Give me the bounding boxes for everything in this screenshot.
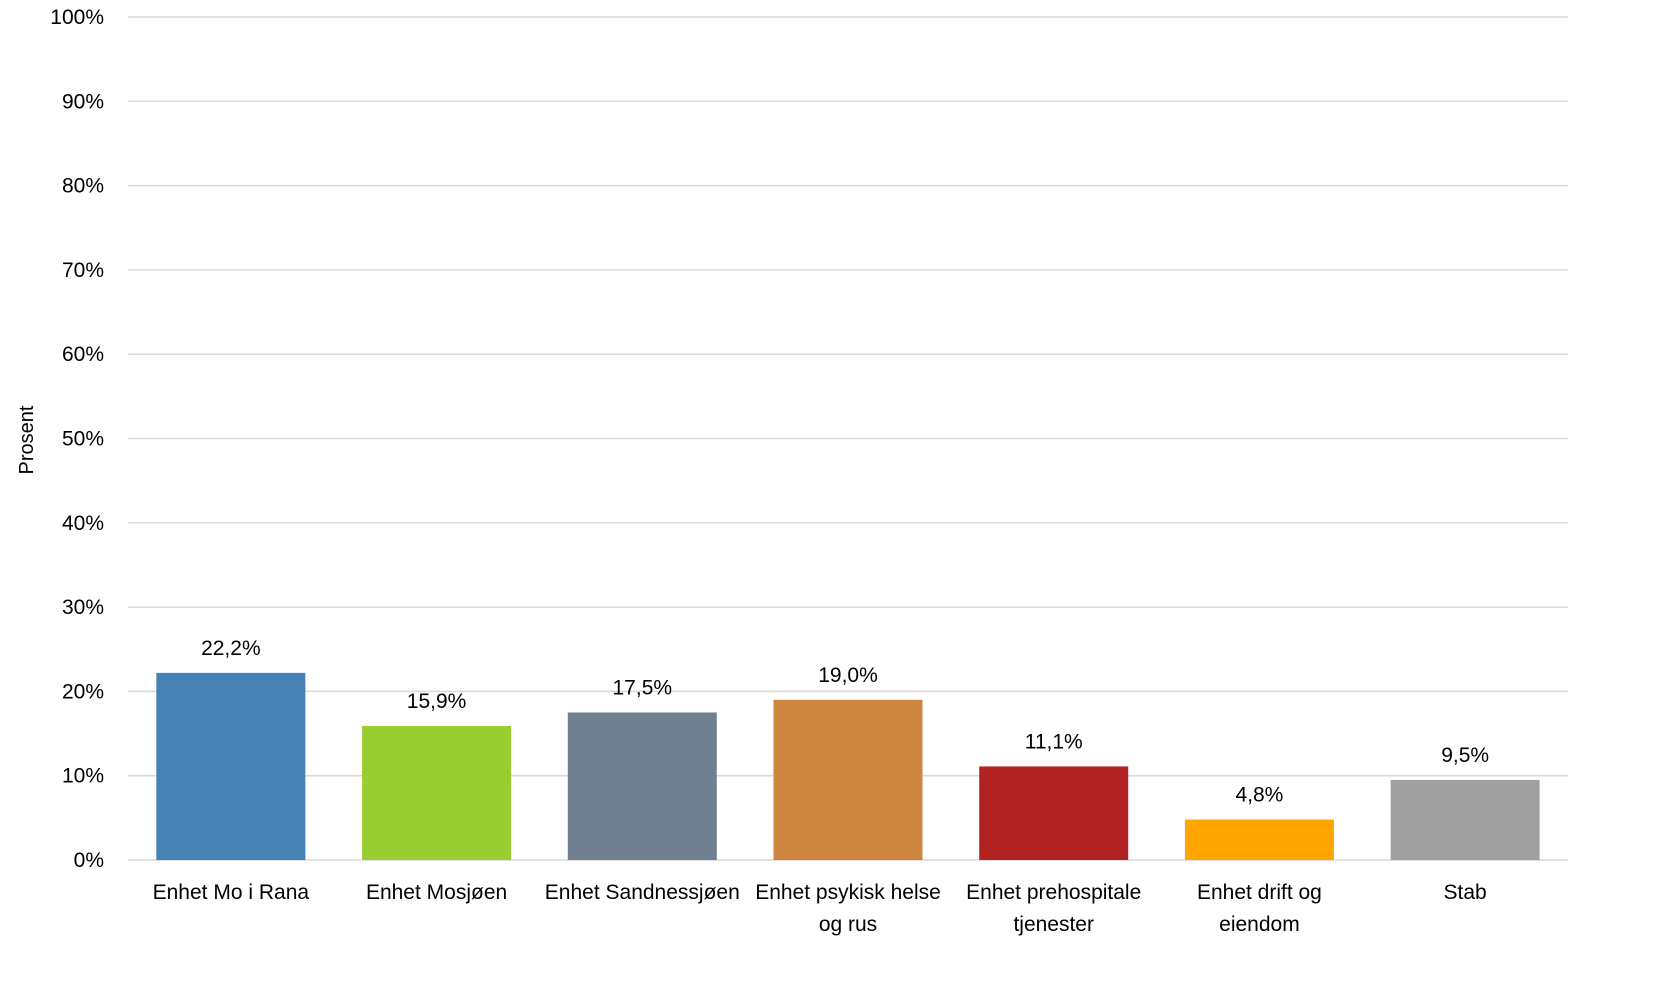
y-tick-label: 30% bbox=[62, 596, 104, 619]
category-label: Enhet Mosjøen bbox=[366, 881, 507, 904]
y-tick-label: 60% bbox=[62, 343, 104, 366]
data-label: 19,0% bbox=[818, 664, 878, 687]
data-label: 9,5% bbox=[1441, 744, 1489, 767]
y-tick-label: 0% bbox=[74, 849, 104, 872]
y-tick-label: 100% bbox=[50, 6, 104, 29]
category-label: tjenester bbox=[1013, 913, 1094, 936]
data-label: 4,8% bbox=[1235, 784, 1283, 807]
bar bbox=[362, 725, 512, 860]
x-axis-categories: Enhet Mo i Rana Enhet Mosjøen Enhet Sandne… bbox=[153, 881, 1487, 936]
category-label: Stab bbox=[1444, 881, 1487, 904]
category-label: Enhet Mo i Rana bbox=[153, 881, 310, 904]
y-tick-label: 80% bbox=[62, 175, 104, 198]
y-axis-title: Prosent bbox=[16, 405, 38, 474]
y-axis-ticks: 0% 10% 20% 30% 40% 50% 60% 70% 80% 90% 100% bbox=[50, 6, 104, 872]
y-tick-label: 90% bbox=[62, 90, 104, 113]
bar bbox=[1184, 819, 1334, 860]
bar bbox=[567, 712, 717, 860]
data-labels: 22,2% 15,9% 17,5% 19,0% 11,1% 4,8% 9,5% bbox=[201, 637, 1489, 807]
data-label: 22,2% bbox=[201, 637, 261, 660]
bar bbox=[1390, 779, 1540, 860]
bar bbox=[979, 766, 1129, 860]
bars bbox=[156, 672, 1540, 860]
y-tick-label: 50% bbox=[62, 428, 104, 451]
y-tick-label: 70% bbox=[62, 259, 104, 282]
data-label: 17,5% bbox=[613, 676, 673, 699]
category-label: Enhet drift og bbox=[1197, 881, 1322, 904]
category-label: Enhet prehospitale bbox=[966, 881, 1141, 904]
y-tick-label: 40% bbox=[62, 512, 104, 535]
data-label: 11,1% bbox=[1025, 730, 1083, 753]
category-label: Enhet Sandnessjøen bbox=[545, 881, 740, 904]
y-tick-label: 20% bbox=[62, 680, 104, 703]
data-label: 15,9% bbox=[407, 690, 467, 713]
bar bbox=[156, 672, 306, 860]
category-label: eiendom bbox=[1219, 913, 1300, 936]
category-label: Enhet psykisk helse bbox=[755, 881, 941, 904]
y-tick-label: 10% bbox=[62, 765, 104, 788]
bar bbox=[773, 699, 923, 860]
category-label: og rus bbox=[819, 913, 877, 936]
